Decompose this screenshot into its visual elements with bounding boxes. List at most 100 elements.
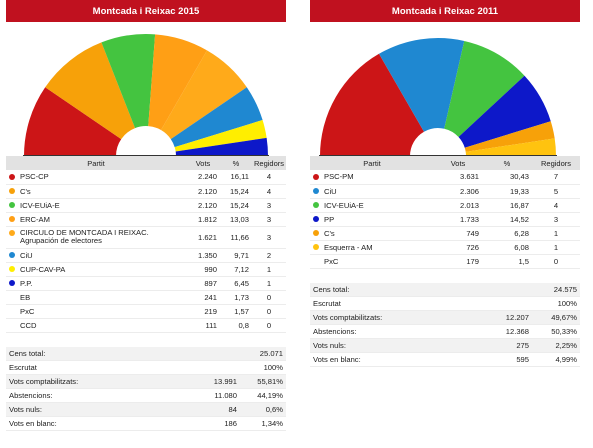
party-name: CUP-CAV-PA (20, 264, 66, 274)
summary-row: Escrutat 100% (310, 296, 580, 311)
col-header-votes: Vots (186, 156, 220, 170)
party-name-cell: EB (6, 290, 186, 305)
col-header-pct: % (220, 156, 252, 170)
seat-slice (101, 34, 156, 129)
summary-pct: 100% (240, 360, 286, 375)
summary-votes: 595 (434, 352, 532, 367)
summary-row: Escrutat 100% (6, 360, 286, 375)
party-name: ICV-EUiA-E (324, 200, 364, 210)
party-name-cell: CiU (6, 248, 186, 263)
col-header-party: Partit (310, 156, 434, 170)
summary-label: Vots en blanc: (6, 416, 186, 431)
table-header-row: Partit Vots % Regidors (310, 156, 580, 170)
summary-pct: 24.575 (532, 282, 580, 297)
party-seats: 3 (252, 226, 286, 249)
party-color-dot (313, 188, 319, 194)
party-votes: 2.120 (186, 184, 220, 199)
party-results-table-2015: Partit Vots % Regidors PSC-CP 2.240 16,11 4… (6, 156, 286, 333)
summary-label: Abstencions: (6, 388, 186, 403)
party-votes: 726 (434, 240, 482, 255)
party-pct: 14,52 (482, 212, 532, 227)
summary-label: Cens total: (310, 282, 434, 297)
summary-label: Cens total: (6, 346, 186, 361)
party-name-cell: CUP-CAV-PA (6, 262, 186, 277)
seat-slice (174, 120, 267, 152)
table-header-row: Partit Vots % Regidors (6, 156, 286, 170)
party-name-cell: PSC-PM (310, 170, 434, 185)
party-name-cell: CiU (310, 184, 434, 199)
table-row: C's 2.120 15,24 4 (6, 184, 286, 199)
summary-table-2015: Cens total: 25.071 Escrutat 100% Vots compta… (6, 346, 286, 431)
party-votes: 1.621 (186, 226, 220, 249)
summary-pct: 55,81% (240, 374, 286, 389)
col-header-party: Partit (6, 156, 186, 170)
party-pct: 15,24 (220, 198, 252, 213)
seat-hemicycle-2011 (319, 38, 557, 156)
results-panel-2011: Montcada i Reixac 2011 Partit Vots % Reg… (310, 0, 580, 367)
party-votes: 2.306 (434, 184, 482, 199)
seat-slice (379, 38, 465, 132)
summary-votes: 11.080 (186, 388, 240, 403)
summary-table-2011: Cens total: 24.575 Escrutat 100% Vots compta… (310, 282, 580, 367)
summary-label: Vots comptabilitzats: (6, 374, 186, 389)
seat-slice (175, 137, 268, 156)
summary-label: Vots nuls: (310, 338, 434, 353)
party-name-cell: PxC (310, 254, 434, 269)
party-name-cell: P.P. (6, 276, 186, 291)
table-row: PSC-PM 3.631 30,43 7 (310, 170, 580, 185)
party-seats: 1 (252, 276, 286, 291)
party-seats: 5 (532, 184, 580, 199)
seat-slice (170, 87, 263, 148)
summary-pct: 0,6% (240, 402, 286, 417)
summary-votes (434, 282, 532, 297)
party-votes: 111 (186, 318, 220, 333)
party-name-cell: PxC (6, 304, 186, 319)
summary-row: Cens total: 25.071 (6, 346, 286, 361)
table-row: CCD 111 0,8 0 (6, 318, 286, 333)
party-pct: 13,03 (220, 212, 252, 227)
party-name: C's (20, 186, 31, 196)
party-votes: 1.733 (434, 212, 482, 227)
party-seats: 3 (252, 212, 286, 227)
hemicycle-baseline (319, 155, 557, 156)
summary-votes (434, 296, 532, 311)
summary-row: Vots nuls: 84 0,6% (6, 402, 286, 417)
party-name-cell: C's (6, 184, 186, 199)
party-color-dot (9, 188, 15, 194)
party-color-dot (313, 216, 319, 222)
summary-row: Cens total: 24.575 (310, 282, 580, 297)
seat-slice (458, 75, 551, 148)
party-name: CCD (20, 320, 37, 330)
seat-hemicycle-2015 (23, 34, 269, 156)
party-name-cell: C's (310, 226, 434, 241)
party-name: Esquerra - AM (324, 242, 373, 252)
party-votes: 179 (434, 254, 482, 269)
table-row: CiU 2.306 19,33 5 (310, 184, 580, 199)
party-seats: 0 (252, 290, 286, 305)
summary-row: Vots nuls: 275 2,25% (310, 338, 580, 353)
party-color-dot (9, 202, 15, 208)
party-votes: 219 (186, 304, 220, 319)
party-pct: 15,24 (220, 184, 252, 199)
party-votes: 1.350 (186, 248, 220, 263)
party-color-dot (313, 202, 319, 208)
party-pct: 1,5 (482, 254, 532, 269)
party-name: CiU (324, 186, 337, 196)
party-votes: 3.631 (434, 170, 482, 185)
summary-pct: 2,25% (532, 338, 580, 353)
party-pct: 30,43 (482, 170, 532, 185)
party-seats: 4 (252, 170, 286, 185)
party-pct: 11,66 (220, 226, 252, 249)
hemicycle-baseline (23, 155, 269, 156)
summary-row: Vots en blanc: 186 1,34% (6, 416, 286, 431)
panel-title-2015: Montcada i Reixac 2015 (6, 0, 286, 22)
col-header-votes: Vots (434, 156, 482, 170)
seat-slice (148, 34, 207, 131)
col-header-seats: Regidors (252, 156, 286, 170)
table-row: EB 241 1,73 0 (6, 290, 286, 305)
party-pct: 19,33 (482, 184, 532, 199)
summary-pct: 44,19% (240, 388, 286, 403)
table-row: C's 749 6,28 1 (310, 226, 580, 241)
party-seats: 0 (252, 318, 286, 333)
party-pct: 9,71 (220, 248, 252, 263)
